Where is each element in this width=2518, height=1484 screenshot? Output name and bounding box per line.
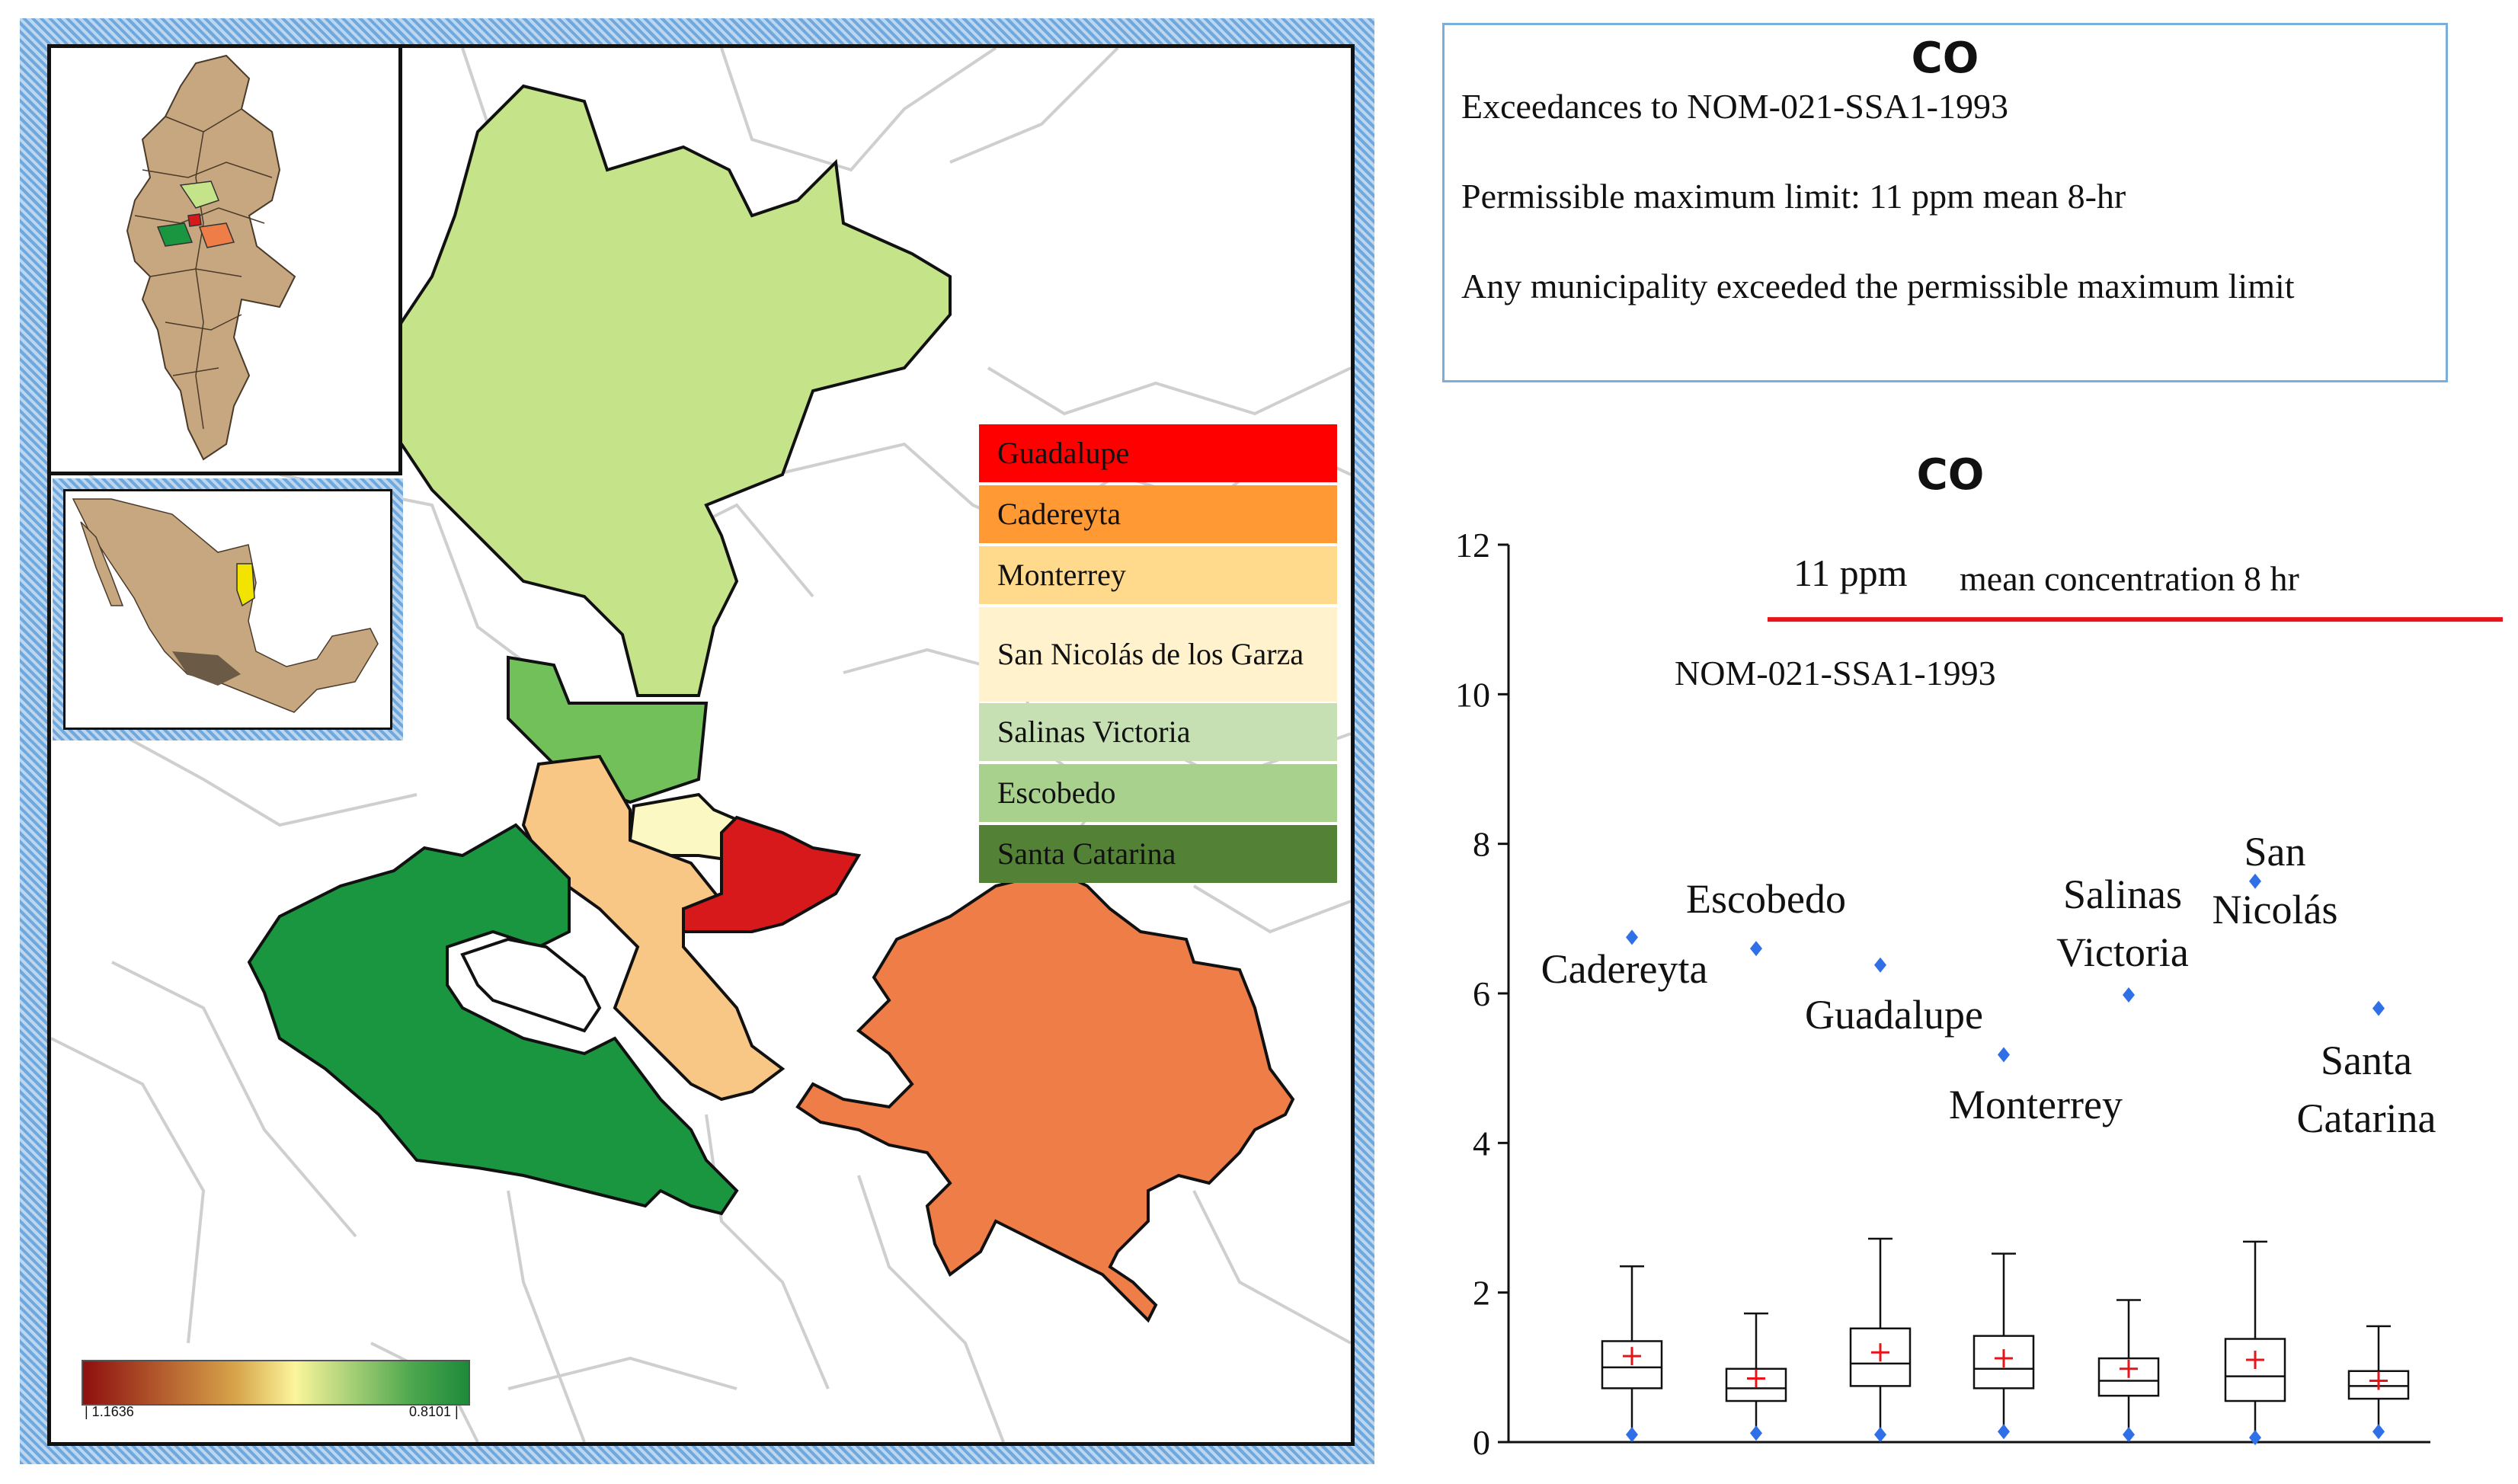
box-iqr <box>1972 1335 2035 1390</box>
legend-label: San Nicolás de los Garza <box>997 637 1304 671</box>
series-label: Guadalupe <box>1805 992 1983 1038</box>
series-label: Monterrey <box>1949 1082 2123 1127</box>
region-santa-catarina <box>247 823 739 1216</box>
box-series <box>1972 1047 2035 1440</box>
map-panel: Guadalupe Cadereyta Monterrey San Nicolás d… <box>20 18 1374 1464</box>
y-tick-label: 4 <box>1473 1124 1490 1163</box>
y-tick-label: 6 <box>1473 974 1490 1013</box>
legend-label: Santa Catarina <box>997 836 1176 871</box>
y-ticks: 0 2 4 6 8 10 12 <box>1455 526 1509 1462</box>
legend-item: Guadalupe <box>979 424 1337 482</box>
chart-title: CO <box>1917 450 1985 500</box>
box-series <box>2347 1000 2410 1440</box>
info-limit: Permissible maximum limit: 11 ppm mean 8… <box>1461 177 2126 216</box>
max-point <box>1998 1047 2010 1063</box>
legend-item: Escobedo <box>979 764 1337 822</box>
min-point <box>2372 1424 2385 1440</box>
series-label: Escobedo <box>1686 876 1846 922</box>
series-label: Cadereyta <box>1541 946 1708 992</box>
boxes: Cadereyta Escobedo Guadalupe Monterrey Salin… <box>1541 829 2436 1446</box>
min-point <box>2249 1430 2261 1446</box>
series-label: Nicolás <box>2212 887 2338 932</box>
legend-item: Cadereyta <box>979 485 1337 543</box>
inset-mexico-frame <box>53 478 403 740</box>
legend-label: Escobedo <box>997 776 1116 810</box>
map-frame: Guadalupe Cadereyta Monterrey San Nicolás d… <box>47 44 1355 1446</box>
inset-nuevo-leon <box>51 48 402 475</box>
limit-value-label: 11 ppm <box>1793 552 1908 594</box>
info-conclusion: Any municipality exceeded the permissibl… <box>1461 267 2295 305</box>
box-series <box>2097 987 2160 1443</box>
limit-group: 11 ppm mean concentration 8 hr NOM-021-S… <box>1675 552 2503 692</box>
min-point <box>1998 1424 2010 1440</box>
colorbar <box>82 1360 470 1406</box>
info-exceedances: Exceedances to NOM-021-SSA1-1993 <box>1461 87 2008 126</box>
series-label: Catarina <box>2297 1095 2436 1141</box>
min-point <box>1626 1427 1638 1443</box>
box-series <box>1725 941 1787 1441</box>
colorbar-max-label: 0.8101 | <box>409 1404 459 1419</box>
max-point <box>1874 957 1886 973</box>
y-tick-label: 12 <box>1455 526 1490 564</box>
limit-desc-label: mean concentration 8 hr <box>1960 559 2299 598</box>
legend-item: Santa Catarina <box>979 825 1337 883</box>
box-series <box>1601 929 1663 1443</box>
legend-label: Guadalupe <box>997 436 1130 470</box>
inset-nuevo-leon-map <box>126 54 296 461</box>
box-series <box>1849 957 1912 1443</box>
series-label: Salinas <box>2063 872 2182 917</box>
y-tick-label: 8 <box>1473 825 1490 864</box>
max-point <box>2123 987 2135 1003</box>
inset-mexico-map <box>72 498 379 713</box>
co-boxplot: CO 0 2 4 6 8 10 12 11 ppm mean concentration 8… <box>1455 450 2503 1462</box>
info-title: CO <box>1911 34 1979 83</box>
region-cadereyta <box>795 868 1295 1323</box>
y-tick-label: 0 <box>1473 1423 1490 1462</box>
min-point <box>1750 1425 1762 1441</box>
box-series <box>2224 873 2286 1446</box>
series-label: San <box>2244 829 2306 875</box>
legend-label: Salinas Victoria <box>997 715 1191 749</box>
inset-mexico <box>63 489 392 730</box>
legend-label: Monterrey <box>997 558 1126 592</box>
region-salinas-victoria <box>354 84 952 697</box>
info-box: CO Exceedances to NOM-021-SSA1-1993 Perm… <box>1442 23 2448 382</box>
region-hole <box>460 937 602 1033</box>
legend-label: Cadereyta <box>997 497 1121 531</box>
legend-item: San Nicolás de los Garza <box>979 607 1337 702</box>
y-tick-label: 10 <box>1455 675 1490 714</box>
colorbar-min-label: | 1.1636 <box>85 1404 134 1419</box>
max-point <box>2249 873 2261 889</box>
max-point <box>1626 929 1638 945</box>
series-label: Santa <box>2321 1038 2412 1083</box>
min-point <box>2123 1427 2135 1443</box>
box-iqr <box>2224 1338 2286 1402</box>
region-guadalupe <box>682 815 862 933</box>
max-point <box>1750 941 1762 957</box>
limit-norm-label: NOM-021-SSA1-1993 <box>1675 654 1996 692</box>
legend-item: Monterrey <box>979 546 1337 604</box>
region-monterrey <box>521 754 785 1102</box>
min-point <box>1874 1427 1886 1443</box>
series-label: Victoria <box>2056 929 2189 975</box>
max-point <box>2372 1000 2385 1016</box>
y-tick-label: 2 <box>1473 1274 1490 1313</box>
legend-item: Salinas Victoria <box>979 703 1337 761</box>
